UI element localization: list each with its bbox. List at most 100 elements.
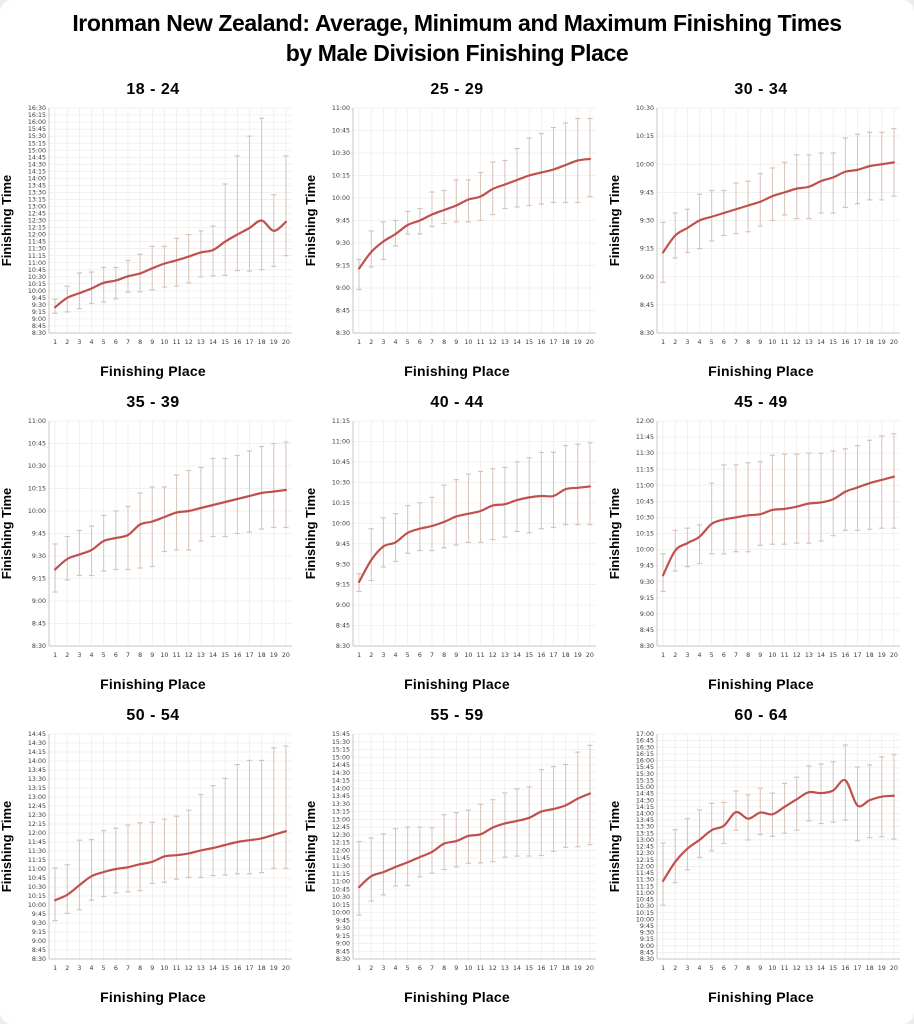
svg-text:15:15: 15:15 xyxy=(28,140,46,147)
average-line xyxy=(357,792,592,888)
svg-text:5: 5 xyxy=(102,652,106,659)
svg-text:20: 20 xyxy=(586,339,594,346)
error-bars xyxy=(660,432,897,592)
svg-text:8:30: 8:30 xyxy=(336,330,350,337)
svg-text:14: 14 xyxy=(817,339,825,346)
svg-text:3: 3 xyxy=(77,652,81,659)
svg-text:10: 10 xyxy=(768,339,776,346)
x-axis-title-35-39: Finishing Place xyxy=(100,675,206,692)
gridlines xyxy=(657,733,900,960)
svg-text:8: 8 xyxy=(138,339,142,346)
axes xyxy=(656,107,900,334)
svg-text:10:30: 10:30 xyxy=(332,894,350,901)
svg-text:13: 13 xyxy=(805,652,813,659)
chart-title-45-49: 45 - 49 xyxy=(734,393,788,411)
svg-text:8:45: 8:45 xyxy=(640,627,654,634)
error-bars xyxy=(660,744,897,906)
svg-text:15:15: 15:15 xyxy=(332,746,350,753)
svg-text:18: 18 xyxy=(258,965,266,972)
svg-text:12:00: 12:00 xyxy=(28,830,46,837)
svg-text:5: 5 xyxy=(102,965,106,972)
chart-cell-18-24: 18 - 24 8:30 8:45 9:00 9:15 9:30 9:45 10:00 10:1… xyxy=(1,73,305,386)
svg-text:8:30: 8:30 xyxy=(32,330,46,337)
svg-text:15:15: 15:15 xyxy=(636,777,654,784)
average-line xyxy=(357,157,592,270)
svg-text:10:45: 10:45 xyxy=(28,875,46,882)
svg-text:8: 8 xyxy=(138,965,142,972)
svg-text:6: 6 xyxy=(114,652,118,659)
svg-text:13: 13 xyxy=(197,965,205,972)
svg-text:8: 8 xyxy=(442,652,446,659)
svg-text:10:15: 10:15 xyxy=(28,281,46,288)
svg-text:13: 13 xyxy=(501,652,509,659)
svg-text:11: 11 xyxy=(781,965,789,972)
chart-canvas-55-59: 8:308:459:009:159:309:4510:0010:1510:301… xyxy=(305,731,596,972)
svg-text:1: 1 xyxy=(357,965,361,972)
chart-title-30-34: 30 - 34 xyxy=(734,80,788,98)
svg-text:16:15: 16:15 xyxy=(636,751,654,758)
svg-text:15: 15 xyxy=(525,339,533,346)
svg-text:12: 12 xyxy=(793,339,801,346)
average-line xyxy=(53,488,288,571)
x-tick-labels: 1 2 3 4 5 6 7 8 9 10 11 12 13 14 15 16 17 18 19 20 xyxy=(357,339,594,346)
svg-text:6: 6 xyxy=(418,339,422,346)
svg-text:10: 10 xyxy=(160,652,168,659)
page-title-line2: by Male Division Finishing Place xyxy=(285,40,629,67)
svg-text:10:45: 10:45 xyxy=(636,498,654,505)
svg-text:11:15: 11:15 xyxy=(636,466,654,473)
svg-text:10:45: 10:45 xyxy=(332,127,350,134)
svg-text:11: 11 xyxy=(781,339,789,346)
y-axis-title: Finishing Time xyxy=(1,800,14,892)
svg-text:7: 7 xyxy=(734,965,738,972)
svg-text:15:45: 15:45 xyxy=(636,764,654,771)
svg-text:11:15: 11:15 xyxy=(332,870,350,877)
svg-text:5: 5 xyxy=(406,652,410,659)
svg-text:10:30: 10:30 xyxy=(636,514,654,521)
x-axis-title-50-54: Finishing Place xyxy=(100,988,206,1005)
svg-text:13:45: 13:45 xyxy=(28,182,46,189)
svg-text:10:00: 10:00 xyxy=(332,909,350,916)
svg-text:12: 12 xyxy=(489,652,497,659)
svg-text:14: 14 xyxy=(513,339,521,346)
svg-text:9:15: 9:15 xyxy=(32,575,46,582)
svg-text:10: 10 xyxy=(768,652,776,659)
svg-text:14:00: 14:00 xyxy=(636,810,654,817)
svg-text:4: 4 xyxy=(90,965,94,972)
svg-text:11:45: 11:45 xyxy=(636,434,654,441)
svg-text:12:30: 12:30 xyxy=(28,217,46,224)
svg-text:9:45: 9:45 xyxy=(32,530,46,537)
svg-text:13: 13 xyxy=(197,652,205,659)
svg-text:11:30: 11:30 xyxy=(332,863,350,870)
svg-text:19: 19 xyxy=(574,339,582,346)
svg-text:12:30: 12:30 xyxy=(636,850,654,857)
chart-cell-40-44: 40 - 44 8:30 8:45 9:00 9:15 9:30 9:45 10:00 10:1… xyxy=(305,386,609,699)
svg-text:13:00: 13:00 xyxy=(28,794,46,801)
axes xyxy=(352,733,596,960)
svg-text:15: 15 xyxy=(525,965,533,972)
axes xyxy=(656,420,900,647)
svg-text:13:00: 13:00 xyxy=(636,837,654,844)
svg-text:10: 10 xyxy=(160,339,168,346)
svg-text:14:30: 14:30 xyxy=(636,797,654,804)
svg-text:12:15: 12:15 xyxy=(28,224,46,231)
svg-text:20: 20 xyxy=(586,965,594,972)
svg-text:16:45: 16:45 xyxy=(636,737,654,744)
svg-text:8:45: 8:45 xyxy=(640,949,654,956)
chart-cell-45-49: 45 - 49 8:30 8:45 9:00 9:15 9:30 9:45 10:00 10:1… xyxy=(609,386,913,699)
svg-text:10: 10 xyxy=(160,965,168,972)
svg-text:6: 6 xyxy=(114,339,118,346)
chart-title-60-64: 60 - 64 xyxy=(734,706,788,724)
svg-text:11:45: 11:45 xyxy=(28,839,46,846)
svg-text:12:15: 12:15 xyxy=(28,821,46,828)
svg-text:15:30: 15:30 xyxy=(28,133,46,140)
svg-text:4: 4 xyxy=(394,652,398,659)
svg-text:14: 14 xyxy=(209,652,217,659)
svg-text:20: 20 xyxy=(890,652,898,659)
svg-text:6: 6 xyxy=(114,965,118,972)
svg-text:8:45: 8:45 xyxy=(640,302,654,309)
svg-text:8:30: 8:30 xyxy=(640,330,654,337)
svg-text:9: 9 xyxy=(150,339,154,346)
svg-text:1: 1 xyxy=(53,965,57,972)
svg-text:15:30: 15:30 xyxy=(636,771,654,778)
svg-text:18: 18 xyxy=(866,339,874,346)
